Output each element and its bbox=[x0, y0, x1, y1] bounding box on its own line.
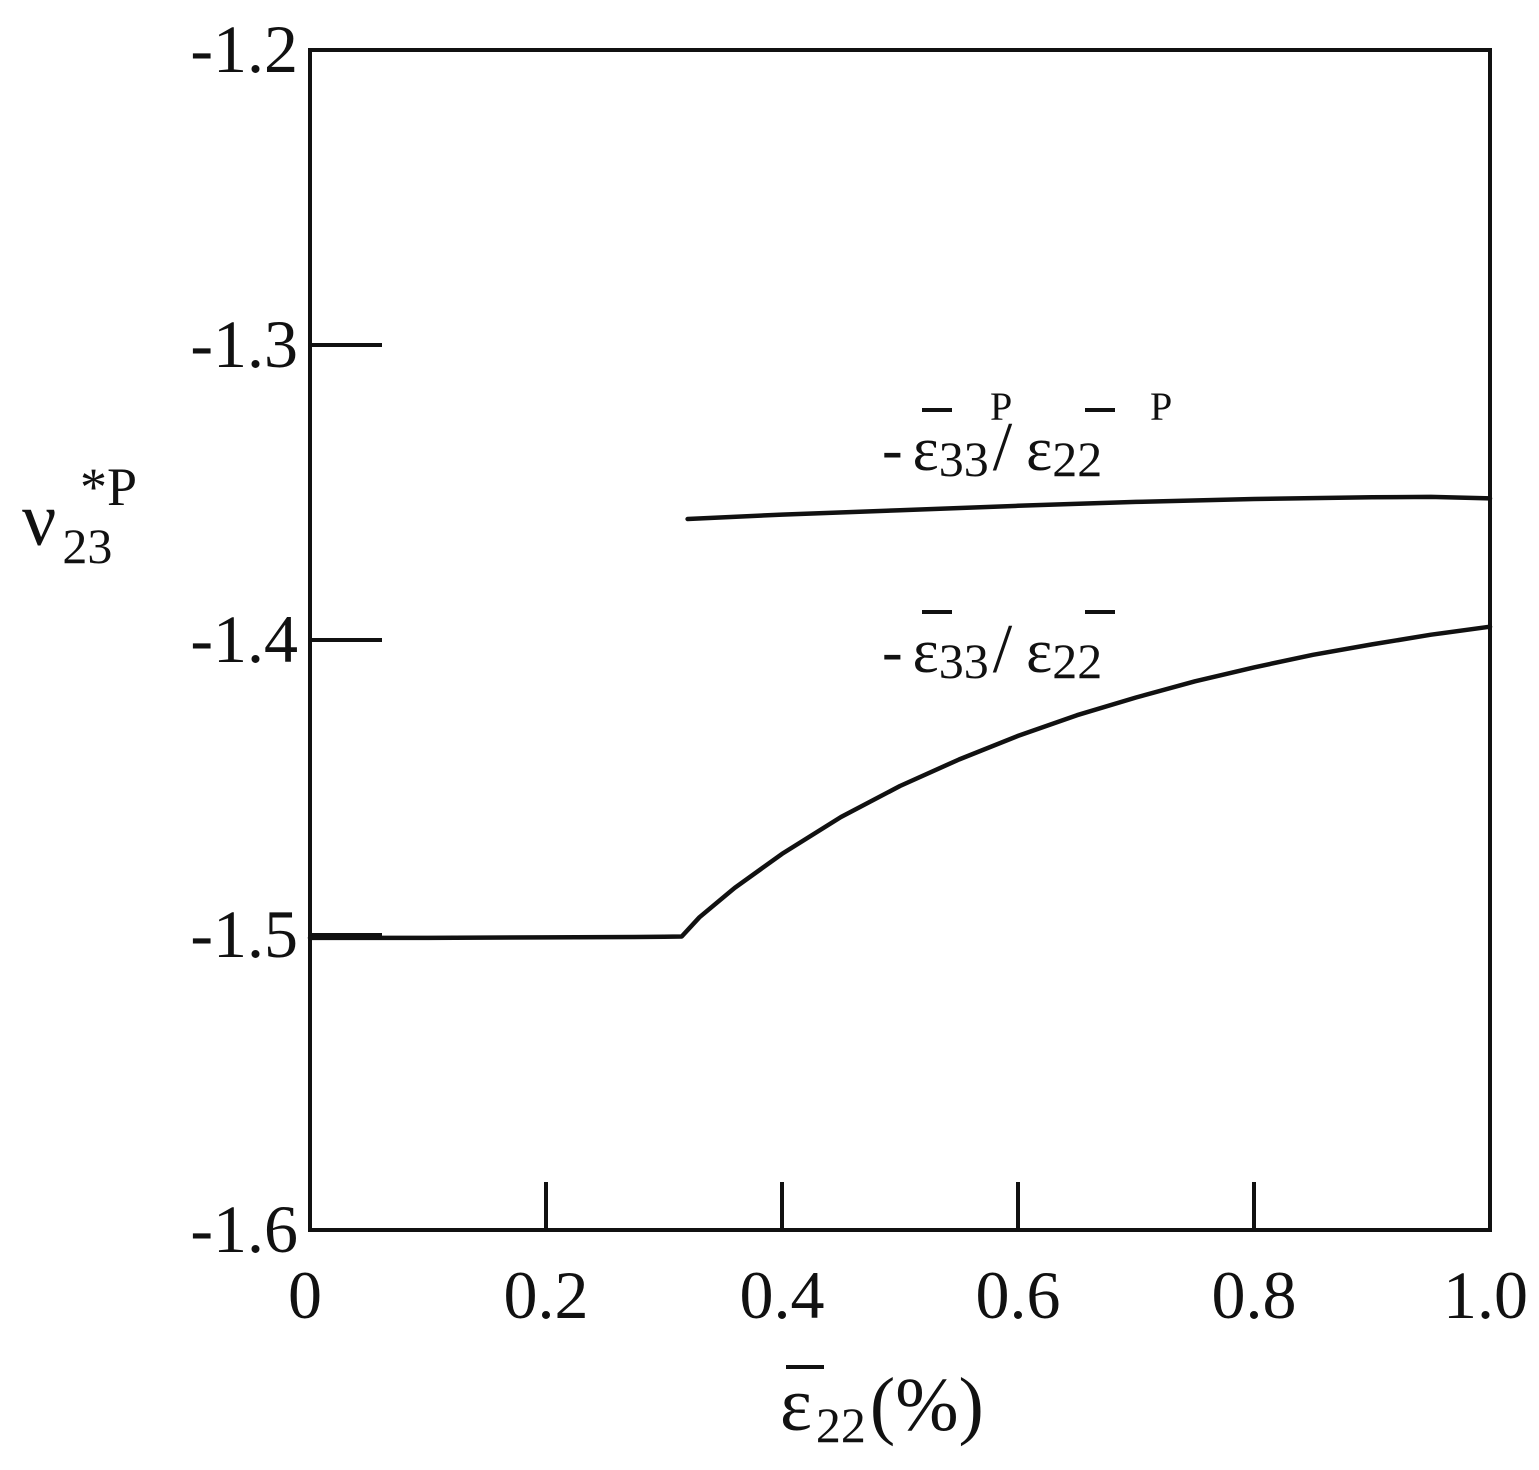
x-tick-label: 0.8 bbox=[1212, 1257, 1297, 1333]
x-tick-label: 0 bbox=[288, 1257, 322, 1333]
x-axis-subscript: 22 bbox=[816, 1397, 866, 1453]
series-line-1 bbox=[685, 494, 1493, 522]
x-axis-unit: (%) bbox=[870, 1363, 984, 1447]
x-tick-label: 1.0 bbox=[1443, 1257, 1528, 1333]
y-axis-ticks: -1.2 -1.3 -1.4 -1.5 -1.6 bbox=[190, 11, 382, 1267]
y-tick-label: -1.6 bbox=[190, 1191, 298, 1267]
series-label-plastic: - ε33/ε22 P P bbox=[882, 384, 1172, 487]
x-tick-label: 0.2 bbox=[504, 1257, 589, 1333]
series-label-plastic-sup-1: P bbox=[990, 384, 1012, 429]
series-label-total: - ε33/ε22 bbox=[882, 610, 1115, 689]
x-axis-title: ε 22 (%) bbox=[780, 1363, 984, 1453]
series-label-plastic-sup-2: P bbox=[1150, 384, 1172, 429]
y-tick-label: -1.5 bbox=[190, 896, 298, 972]
y-tick-label: -1.2 bbox=[190, 11, 298, 87]
x-axis-ticks: 0 0.2 0.4 0.6 0.8 1.0 bbox=[288, 1182, 1528, 1333]
y-axis-superscript: *P bbox=[80, 457, 137, 517]
x-axis-symbol: ε bbox=[780, 1363, 812, 1447]
y-axis-subscript: 23 bbox=[62, 518, 112, 574]
series-line-2 bbox=[307, 624, 1493, 941]
y-tick-label: -1.3 bbox=[190, 306, 298, 382]
x-tick-label: 0.4 bbox=[740, 1257, 825, 1333]
series-layer bbox=[307, 494, 1493, 941]
y-tick-label: -1.4 bbox=[190, 601, 298, 677]
series-label-plastic-text: - ε33/ε22 bbox=[882, 409, 1102, 487]
x-tick-label: 0.6 bbox=[976, 1257, 1061, 1333]
y-axis-title: ν 23 bbox=[22, 478, 112, 574]
y-axis-symbol: ν bbox=[22, 478, 56, 562]
series-label-total-text: - ε33/ε22 bbox=[882, 611, 1102, 689]
